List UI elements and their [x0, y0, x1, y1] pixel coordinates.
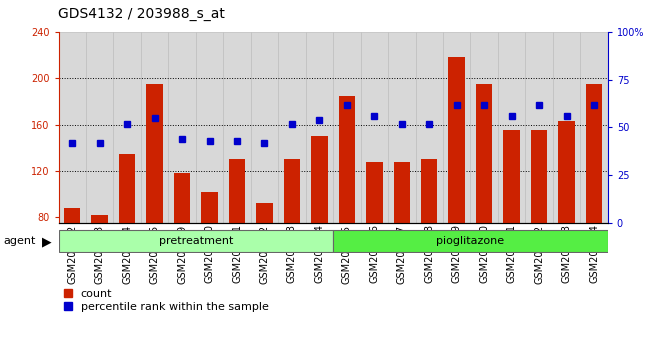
Bar	[580, 32, 608, 223]
Bar	[531, 130, 547, 223]
Bar	[503, 130, 520, 223]
FancyBboxPatch shape	[58, 230, 333, 252]
Bar	[306, 32, 333, 223]
Bar	[278, 32, 306, 223]
Bar	[361, 32, 388, 223]
Bar	[141, 32, 168, 223]
Bar	[443, 32, 471, 223]
Bar	[114, 32, 141, 223]
Bar	[278, 32, 306, 223]
Bar	[311, 136, 328, 223]
Bar	[86, 32, 114, 223]
Bar	[471, 32, 498, 223]
Text: pretreatment: pretreatment	[159, 236, 233, 246]
Text: agent: agent	[3, 236, 36, 246]
Bar	[525, 32, 552, 223]
Bar	[196, 32, 224, 223]
Bar	[114, 32, 141, 223]
Bar	[421, 159, 437, 223]
Bar	[224, 32, 251, 223]
Bar	[58, 32, 86, 223]
Bar	[196, 32, 224, 223]
Bar	[552, 32, 580, 223]
Bar	[448, 57, 465, 223]
Bar	[471, 32, 498, 223]
Bar	[174, 173, 190, 223]
Bar	[333, 32, 361, 223]
Bar	[202, 192, 218, 223]
Bar	[580, 32, 608, 223]
Bar	[415, 32, 443, 223]
Bar	[552, 32, 580, 223]
Bar	[498, 32, 525, 223]
Bar	[58, 32, 86, 223]
FancyBboxPatch shape	[333, 230, 608, 252]
Bar	[586, 84, 603, 223]
Bar	[558, 121, 575, 223]
Bar	[224, 32, 251, 223]
Bar	[393, 162, 410, 223]
Bar	[64, 208, 81, 223]
Bar	[283, 159, 300, 223]
Bar	[119, 154, 135, 223]
Bar	[476, 84, 493, 223]
Bar	[333, 32, 361, 223]
Bar	[141, 32, 168, 223]
Text: GDS4132 / 203988_s_at: GDS4132 / 203988_s_at	[58, 7, 226, 21]
Bar	[366, 162, 383, 223]
Bar	[146, 84, 163, 223]
Bar	[361, 32, 388, 223]
Bar	[443, 32, 471, 223]
Text: ▶: ▶	[42, 235, 52, 248]
Bar	[388, 32, 415, 223]
Bar	[229, 159, 245, 223]
Bar	[86, 32, 114, 223]
Bar	[92, 215, 108, 223]
Bar	[388, 32, 415, 223]
Bar	[339, 96, 355, 223]
Text: pioglitazone: pioglitazone	[436, 236, 504, 246]
Bar	[415, 32, 443, 223]
Bar	[498, 32, 525, 223]
Bar	[256, 203, 273, 223]
Bar	[251, 32, 278, 223]
Bar	[525, 32, 552, 223]
Bar	[306, 32, 333, 223]
Legend: count, percentile rank within the sample: count, percentile rank within the sample	[64, 289, 268, 312]
Bar	[168, 32, 196, 223]
Bar	[251, 32, 278, 223]
Bar	[168, 32, 196, 223]
